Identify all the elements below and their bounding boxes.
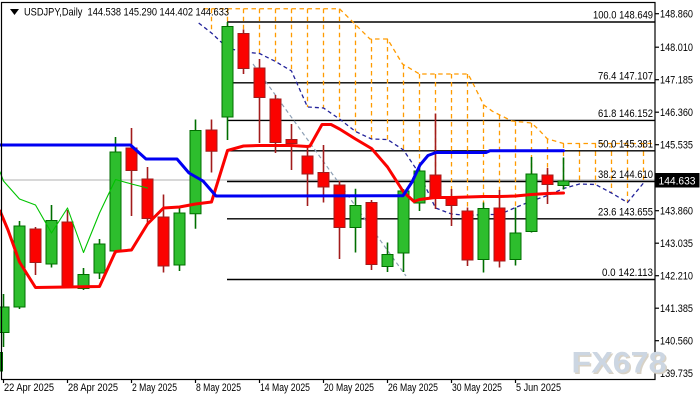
svg-text:148.860: 148.860 [660,9,693,21]
svg-text:76.4 147.107: 76.4 147.107 [598,70,653,82]
svg-text:139.735: 139.735 [660,368,693,380]
svg-text:FX678: FX678 [572,347,667,380]
svg-text:2 May 2025: 2 May 2025 [132,382,177,394]
svg-text:28 Apr 2025: 28 Apr 2025 [68,382,118,394]
svg-text:142.210: 142.210 [660,271,693,283]
svg-text:26 May 2025: 26 May 2025 [388,382,438,394]
svg-text:145.535: 145.535 [660,140,693,152]
svg-text:146.360: 146.360 [660,107,693,119]
svg-text:23.6 143.655: 23.6 143.655 [598,206,653,218]
svg-text:100.0 148.649: 100.0 148.649 [593,10,653,22]
svg-text:0.0 142.113: 0.0 142.113 [602,267,653,279]
svg-text:143.035: 143.035 [660,238,693,250]
svg-text:61.8 146.152: 61.8 146.152 [598,108,653,120]
svg-text:141.385: 141.385 [660,303,693,315]
svg-text:38.2 144.610: 38.2 144.610 [598,169,653,181]
svg-text:30 May 2025: 30 May 2025 [452,382,502,394]
svg-text:FX678: FX678 [573,348,668,381]
svg-text:148.010: 148.010 [660,42,693,54]
svg-text:14 May 2025: 14 May 2025 [260,382,310,394]
svg-text:50.0 145.381: 50.0 145.381 [598,138,653,150]
svg-text:143.860: 143.860 [660,206,693,218]
svg-text:144.633: 144.633 [659,175,696,187]
svg-text:140.560: 140.560 [660,336,693,348]
svg-text:20 May 2025: 20 May 2025 [324,382,374,394]
svg-text:USDJPY,Daily 144.538 145.290: USDJPY,Daily 144.538 145.290 144.402 144… [24,7,229,19]
svg-text:147.185: 147.185 [660,75,693,87]
svg-text:22 Apr 2025: 22 Apr 2025 [4,382,54,394]
svg-text:8 May 2025: 8 May 2025 [196,382,241,394]
svg-text:5 Jun 2025: 5 Jun 2025 [516,382,561,394]
